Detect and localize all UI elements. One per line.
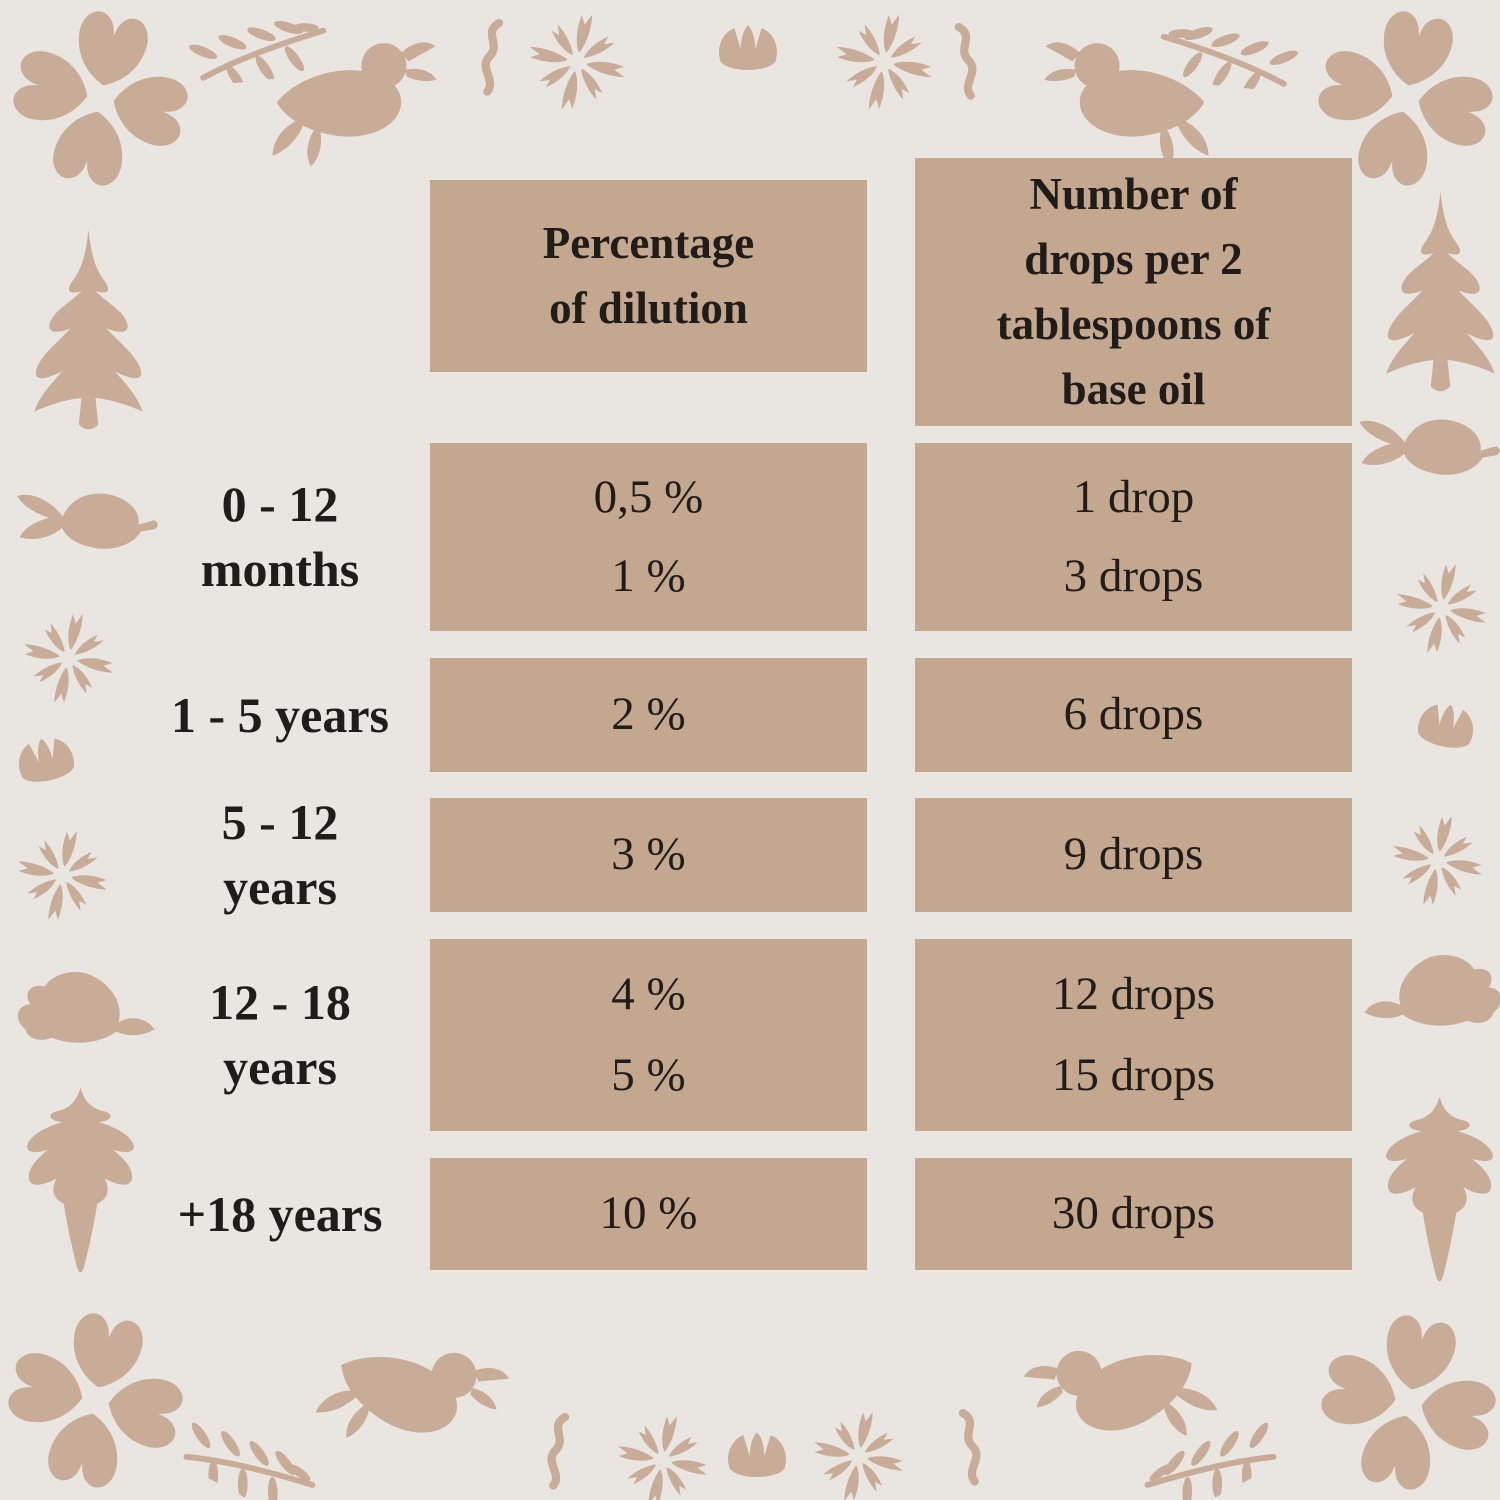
drops-value: 6 drops bbox=[1063, 688, 1204, 741]
worm-squiggle-icon bbox=[949, 1406, 991, 1491]
column-header-dilution: Percentage of dilution bbox=[430, 180, 867, 372]
flower-burst-icon bbox=[610, 1408, 715, 1500]
drops-value: 12 drops bbox=[1051, 968, 1216, 1021]
root-ornament-icon bbox=[23, 1074, 138, 1284]
bird-with-worm-icon bbox=[986, 25, 1251, 175]
tulip-icon bbox=[702, 19, 794, 101]
tulip-icon bbox=[1393, 690, 1495, 785]
fir-tree-icon bbox=[21, 223, 156, 438]
column-header-line: Number of bbox=[1029, 168, 1238, 219]
worm-squiggle-icon bbox=[945, 20, 987, 105]
flower-burst-icon bbox=[1385, 808, 1490, 913]
drops-value: 9 drops bbox=[1063, 828, 1204, 881]
dilution-cell: 10 % bbox=[430, 1158, 867, 1270]
sitting-bird-icon bbox=[1354, 948, 1500, 1053]
snowflake-flower-icon bbox=[3, 1308, 188, 1493]
snowflake-flower-icon bbox=[1316, 1310, 1500, 1495]
bird-with-worm-icon bbox=[230, 25, 495, 175]
dilution-value: 10 % bbox=[599, 1187, 698, 1240]
flower-burst-icon bbox=[806, 1404, 911, 1500]
leaf-sprig-icon bbox=[1112, 1387, 1297, 1500]
age-label-line: 1 - 5 years bbox=[171, 686, 389, 743]
column-header-line: drops per 2 bbox=[1024, 233, 1243, 284]
drops-cell: 1 drop 3 drops bbox=[915, 443, 1352, 631]
age-label-line: 5 - 12 bbox=[221, 794, 339, 850]
fir-tree-icon bbox=[1373, 185, 1500, 400]
dilution-value: 5 % bbox=[611, 1048, 686, 1101]
drops-value: 30 drops bbox=[1051, 1187, 1216, 1240]
tulip-icon bbox=[711, 1426, 803, 1500]
dilution-value: 4 % bbox=[611, 968, 686, 1021]
age-label: +18 years bbox=[130, 1158, 430, 1270]
age-label-line: +18 years bbox=[177, 1185, 383, 1242]
drops-value: 1 drop bbox=[1072, 470, 1195, 523]
dilution-cell: 0,5 % 1 % bbox=[430, 443, 867, 631]
age-label-line: years bbox=[223, 859, 337, 915]
leaf-sprig-icon bbox=[162, 1387, 347, 1500]
age-label-line: 12 - 18 bbox=[209, 974, 351, 1030]
bird-with-worm-icon bbox=[269, 1276, 572, 1500]
age-label: 12 - 18 years bbox=[130, 939, 430, 1131]
dilution-cell: 4 % 5 % bbox=[430, 939, 867, 1131]
drops-value: 15 drops bbox=[1051, 1048, 1216, 1101]
side-bird-icon bbox=[1357, 397, 1500, 502]
root-ornament-icon bbox=[1382, 1083, 1497, 1293]
column-header-line: tablespoons of bbox=[996, 299, 1271, 349]
dilution-value: 1 % bbox=[611, 549, 686, 602]
drops-cell: 30 drops bbox=[915, 1158, 1352, 1270]
column-header-line: base oil bbox=[1061, 364, 1206, 415]
dilution-value: 3 % bbox=[611, 828, 686, 881]
flower-burst-icon bbox=[828, 6, 940, 118]
leaf-sprig-icon bbox=[174, 0, 351, 89]
leaf-sprig-icon bbox=[1137, 2, 1314, 94]
dilution-cell: 3 % bbox=[430, 798, 867, 912]
age-label-line: months bbox=[200, 541, 360, 597]
flower-burst-icon bbox=[10, 823, 115, 928]
snowflake-flower-icon bbox=[8, 6, 193, 191]
flower-burst-icon bbox=[1389, 556, 1494, 661]
bird-with-worm-icon bbox=[961, 1274, 1264, 1500]
age-label: 1 - 5 years bbox=[130, 658, 430, 772]
column-header-line: of dilution bbox=[549, 283, 748, 333]
age-label: 5 - 12 years bbox=[130, 794, 430, 915]
dilution-cell: 2 % bbox=[430, 658, 867, 772]
drops-cell: 9 drops bbox=[915, 798, 1352, 912]
age-label: 0 - 12 months bbox=[130, 443, 430, 631]
flower-burst-icon bbox=[521, 6, 633, 118]
worm-squiggle-icon bbox=[471, 16, 513, 101]
age-label-line: 0 - 12 bbox=[221, 476, 339, 532]
drops-value: 3 drops bbox=[1063, 549, 1204, 602]
drops-cell: 6 drops bbox=[915, 658, 1352, 772]
column-header-drops: Number of drops per 2 tablespoons of bas… bbox=[915, 158, 1352, 426]
age-label-line: years bbox=[223, 1039, 337, 1095]
dilution-value: 2 % bbox=[611, 688, 686, 741]
drops-cell: 12 drops 15 drops bbox=[915, 939, 1352, 1131]
flower-burst-icon bbox=[16, 606, 121, 711]
tulip-icon bbox=[0, 724, 99, 819]
column-header-line: Percentage bbox=[542, 217, 755, 268]
worm-squiggle-icon bbox=[537, 1410, 579, 1495]
dilution-value: 0,5 % bbox=[593, 470, 704, 523]
